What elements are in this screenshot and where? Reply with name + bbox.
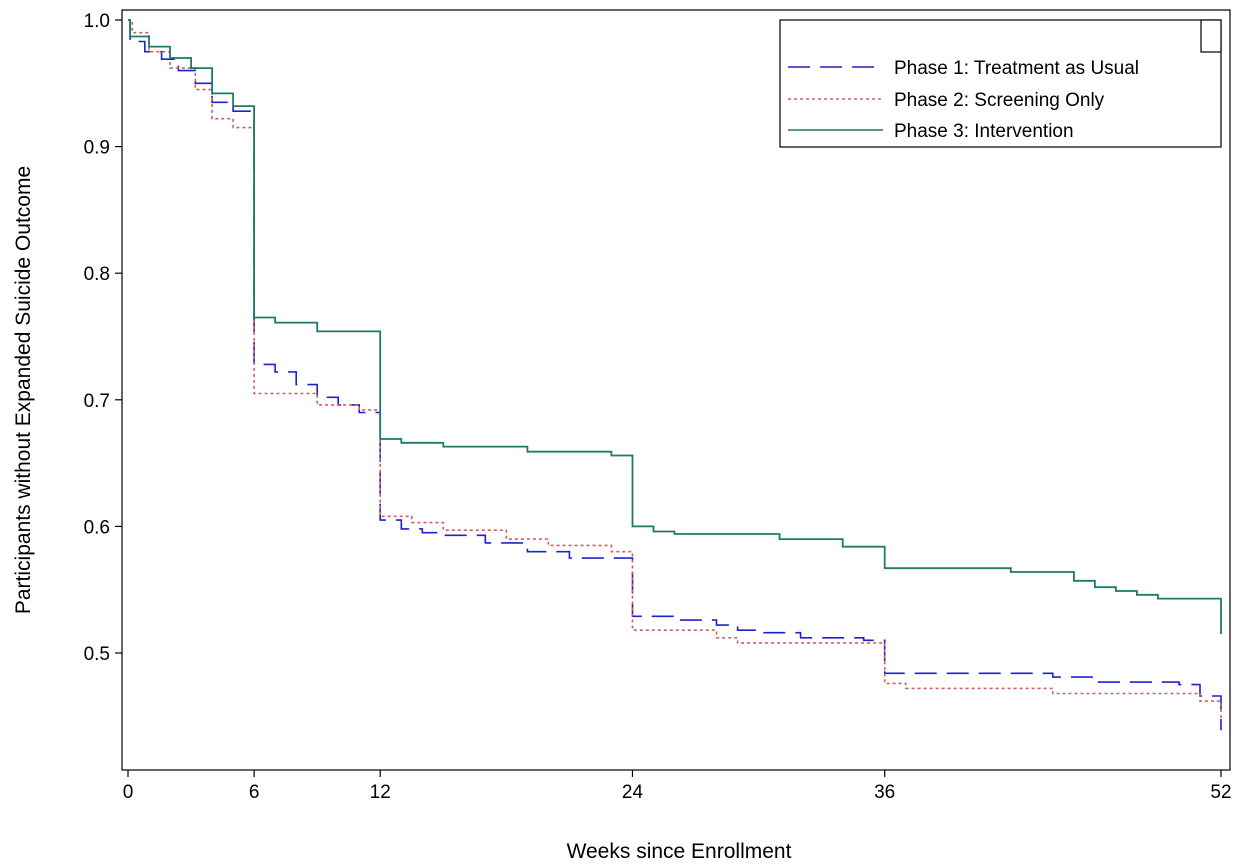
legend-box <box>779 19 1222 148</box>
series-layer <box>128 19 1222 731</box>
y-tick-label: 0.5 <box>84 644 110 665</box>
x-axis-label: Weeks since Enrollment <box>567 840 792 863</box>
y-axis-label: Participants without Expanded Suicide Ou… <box>12 166 35 614</box>
legend-corner-box <box>1200 19 1222 53</box>
x-tick-label: 12 <box>370 782 391 803</box>
x-tick-label: 6 <box>249 782 260 803</box>
legend-label-phase3: Phase 3: Intervention <box>894 121 1074 142</box>
legend-label-phase1: Phase 1: Treatment as Usual <box>894 58 1139 79</box>
y-tick-label: 0.7 <box>84 391 110 412</box>
x-tick-label: 0 <box>123 782 134 803</box>
legend-label-phase2: Phase 2: Screening Only <box>894 90 1105 111</box>
x-tick-label: 52 <box>1210 782 1231 803</box>
y-tick-label: 0.9 <box>84 138 110 159</box>
series-line-2 <box>128 19 1222 721</box>
x-tick-label: 24 <box>622 782 644 803</box>
legend: Phase 1: Treatment as Usual Phase 2: Scr… <box>779 19 1222 148</box>
y-axis: 0.5 0.6 0.7 0.8 0.9 1.0 <box>84 11 122 665</box>
y-tick-label: 1.0 <box>84 11 110 32</box>
y-tick-label: 0.6 <box>84 517 110 538</box>
series-line-3 <box>128 19 1222 634</box>
series-line-1 <box>128 19 1222 731</box>
y-tick-label: 0.8 <box>84 264 110 285</box>
x-tick-label: 36 <box>874 782 895 803</box>
x-axis: 0 6 12 24 36 52 <box>123 770 1232 803</box>
